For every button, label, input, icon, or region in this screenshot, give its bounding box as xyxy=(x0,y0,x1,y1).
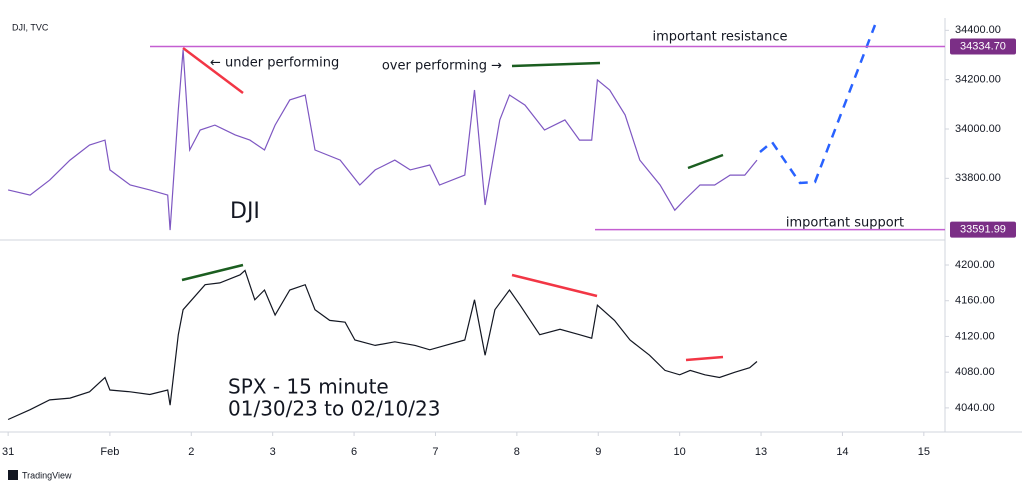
trend-line xyxy=(511,61,601,68)
projection-line xyxy=(759,24,877,185)
trend-line xyxy=(182,47,244,94)
y-tick-label: 4080.00 xyxy=(955,366,995,378)
panel-label: SPX - 15 minute xyxy=(228,375,389,399)
y-tick-label: 4200.00 xyxy=(955,259,995,271)
trend-line xyxy=(687,153,724,170)
level-label: important support xyxy=(786,216,904,231)
y-tick-label: 4120.00 xyxy=(955,330,995,342)
panel-label: DJI xyxy=(230,199,260,224)
y-tick-label: 34000.00 xyxy=(955,123,1001,135)
symbol-label: DJI, TVC xyxy=(12,22,49,32)
footer-logo: TradingView xyxy=(22,470,72,480)
x-tick-label: 31 xyxy=(2,446,14,458)
y-tick-label: 4040.00 xyxy=(955,402,995,414)
trend-line xyxy=(181,263,244,282)
x-tick-label: 7 xyxy=(432,446,438,458)
x-tick-label: 15 xyxy=(918,446,930,458)
x-tick-label: 14 xyxy=(836,446,848,458)
y-tick-label: 34200.00 xyxy=(955,74,1001,86)
price-line xyxy=(7,49,758,231)
price-tag xyxy=(950,38,1016,55)
x-tick-label: 8 xyxy=(514,446,520,458)
y-tick-label: 4160.00 xyxy=(955,295,995,307)
y-tick-label: 33800.00 xyxy=(955,172,1001,184)
level-label: important resistance xyxy=(652,30,787,45)
trend-line xyxy=(511,273,598,298)
x-tick-label: 13 xyxy=(755,446,767,458)
x-tick-label: Feb xyxy=(100,446,119,458)
price-tag-label: 33591.99 xyxy=(960,224,1006,236)
x-tick-label: 2 xyxy=(188,446,194,458)
x-tick-label: 6 xyxy=(351,446,357,458)
x-tick-label: 9 xyxy=(595,446,601,458)
logo-icon xyxy=(8,470,18,480)
trend-line xyxy=(685,355,724,362)
price-line xyxy=(7,269,758,421)
trend-lines xyxy=(181,24,877,362)
price-tag xyxy=(950,221,1016,238)
x-tick-label: 10 xyxy=(674,446,686,458)
x-tick-label: 3 xyxy=(270,446,276,458)
price-tag-label: 34334.70 xyxy=(960,40,1006,52)
y-tick-label: 34400.00 xyxy=(955,24,1001,36)
panel-subtitle: 01/30/23 to 02/10/23 xyxy=(228,397,440,421)
annotation: ← under performing xyxy=(210,56,339,71)
annotation: over performing → xyxy=(382,59,502,74)
